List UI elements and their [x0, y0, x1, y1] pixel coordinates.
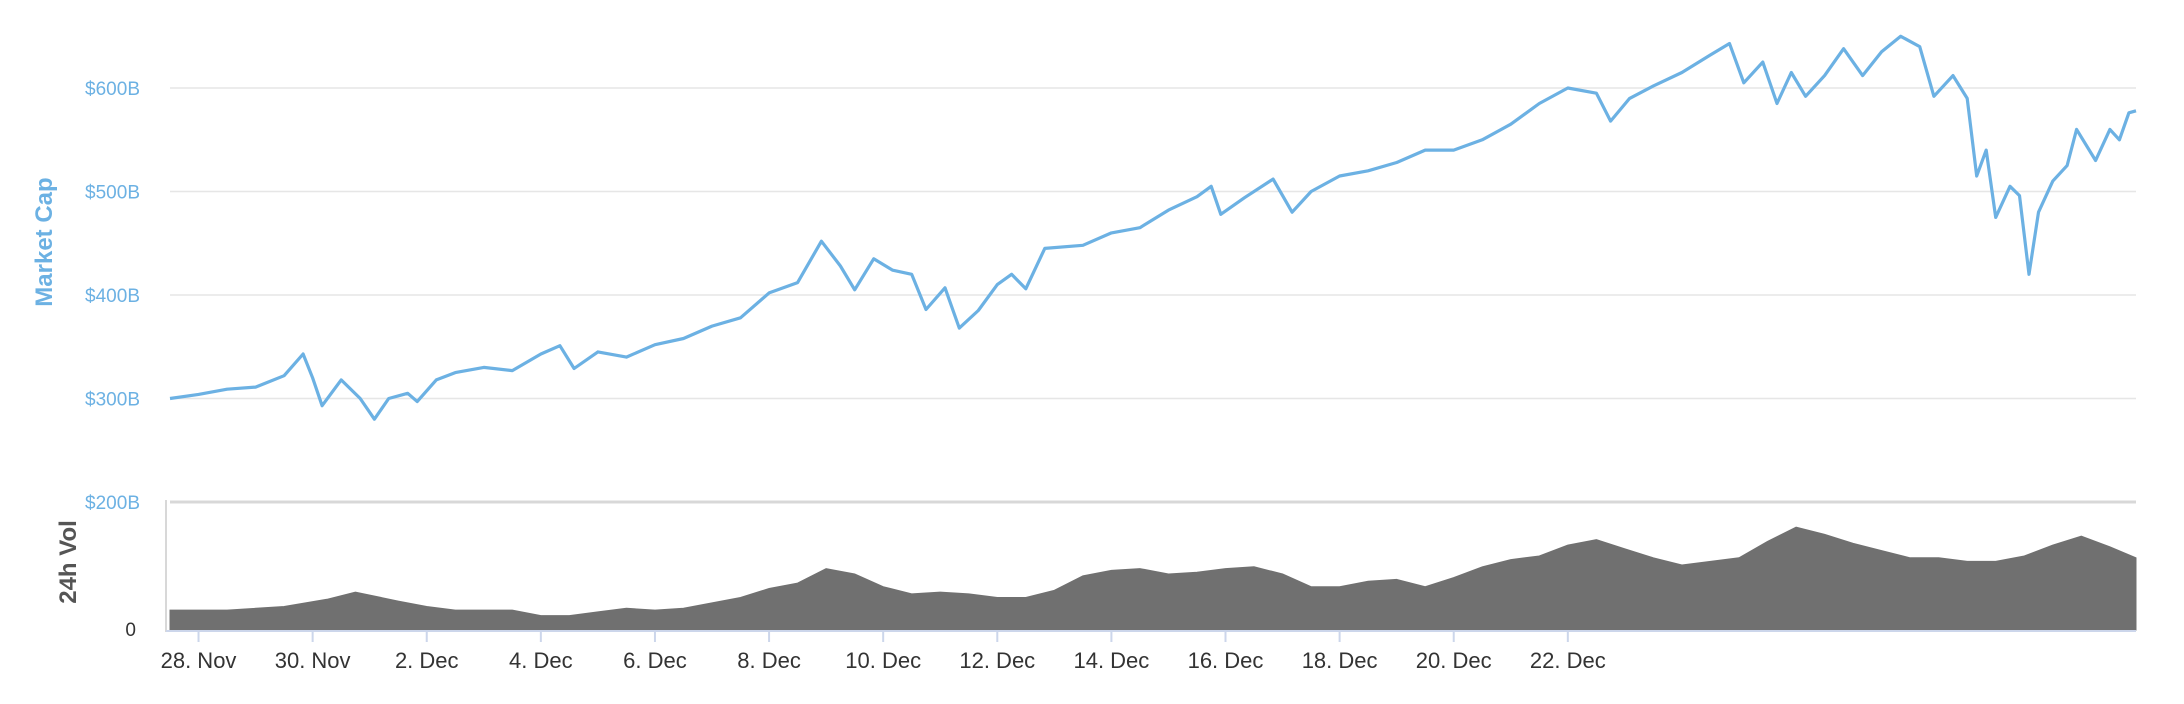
x-tick-label-9: 16. Dec — [1188, 648, 1264, 673]
y-tick-label-3: $500B — [85, 183, 140, 204]
x-tick-label-2: 2. Dec — [395, 648, 459, 673]
y-tick-label-1: $300B — [85, 390, 140, 411]
x-tick-label-0: 28. Nov — [161, 648, 237, 673]
axes: $200B $300B $400B $500B $600B 0 28. Nov 30. Nov… — [85, 79, 2136, 673]
y-tick-label-0: $200B — [85, 493, 140, 514]
x-tick-label-1: 30. Nov — [275, 648, 351, 673]
x-tick-label-10: 18. Dec — [1302, 648, 1378, 673]
y-tick-label-2: $400B — [85, 286, 140, 307]
volume-series — [169, 526, 2137, 631]
volume-y-tick-label-0: 0 — [125, 620, 136, 641]
x-tick-label-7: 12. Dec — [959, 648, 1035, 673]
y-axis-title-market-cap: Market Cap — [31, 177, 58, 306]
x-tick-label-3: 4. Dec — [509, 648, 573, 673]
x-tick-label-12: 22. Dec — [1530, 648, 1606, 673]
y-tick-label-4: $600B — [85, 79, 140, 100]
volume-area — [169, 526, 2137, 631]
y-axis-title-volume: 24h Vol — [55, 520, 82, 604]
x-tick-label-4: 6. Dec — [623, 648, 687, 673]
market-cap-series — [169, 34, 2137, 421]
x-tick-label-5: 8. Dec — [737, 648, 801, 673]
market-cap-line — [169, 34, 2137, 421]
x-tick-label-11: 20. Dec — [1416, 648, 1492, 673]
x-tick-label-6: 10. Dec — [845, 648, 921, 673]
gridlines — [165, 87, 2136, 632]
x-tick-label-8: 14. Dec — [1073, 648, 1149, 673]
